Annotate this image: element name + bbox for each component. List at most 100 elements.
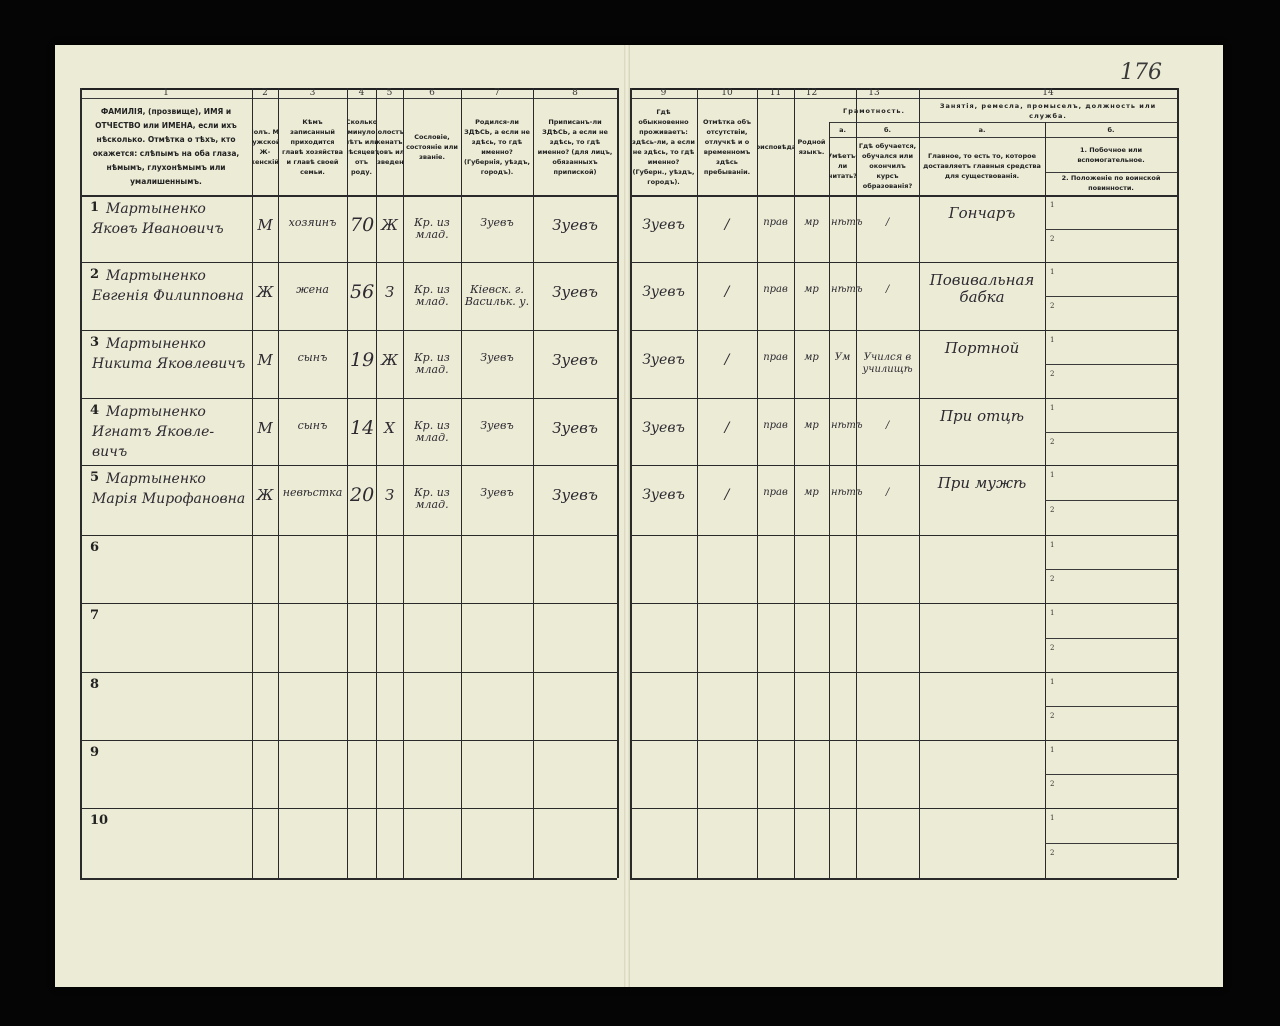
row-divider: [630, 330, 1177, 331]
cell-marital: Ж: [381, 216, 398, 234]
row-number: 3: [90, 335, 100, 350]
column-header-text: 2. Положеніе по воинской повинности.: [1061, 174, 1161, 192]
column-header-text: Главное, то есть то, которое доставляетъ…: [923, 151, 1041, 180]
sub-label-2: 2: [1050, 370, 1055, 378]
column-header-text: Родился-ли ЗДѢСЬ, а если не здѣсь, то гд…: [464, 117, 530, 176]
row-divider: [80, 195, 617, 197]
sub-label-1: 1: [1050, 541, 1055, 549]
row-number: 1: [90, 200, 100, 215]
sub-label-1: 1: [1050, 678, 1055, 686]
cell-occupation: Повивальная бабка: [929, 271, 1035, 306]
sub-label-1: 1: [1050, 814, 1055, 822]
row-divider: [630, 603, 1177, 604]
cell-born: Зуевъ: [480, 351, 514, 364]
sub-label-2: 2: [1050, 506, 1055, 514]
column-header-c12: Родной языкъ.: [794, 100, 829, 193]
person-name: Мартыненко: [106, 336, 206, 352]
cell-age: 20: [350, 484, 375, 506]
cell-marital: З: [384, 486, 395, 504]
row-divider: [80, 330, 617, 331]
cell-literate: нѣтъ: [831, 420, 863, 431]
person-name: Мартыненко: [106, 404, 206, 420]
row-divider: [630, 878, 1177, 880]
cell-age: 14: [350, 417, 375, 439]
column-header-c14b1: 1. Побочное или вспомогательное.: [1045, 138, 1177, 172]
row-divider: [80, 672, 617, 673]
cell-estate: Кр. из млад.: [414, 419, 450, 444]
cell-estate: Кр. из млад.: [414, 216, 450, 241]
sub-row-divider: [1045, 500, 1177, 501]
column-header-c13a_letter: а.: [829, 123, 856, 137]
cell-born: Кіевск. г. Васильк. у.: [464, 283, 530, 308]
column-number: 9: [660, 88, 667, 98]
sub-row-divider: [1045, 432, 1177, 433]
column-number: 4: [358, 88, 365, 98]
column-header-text: Умѣетъ-ли читать?: [829, 151, 856, 180]
cell-age: 56: [350, 281, 375, 303]
cell-registered: Зуевъ: [552, 216, 598, 234]
column-divider: [829, 122, 830, 878]
person-name: вичъ: [92, 444, 128, 460]
column-number: 11: [769, 88, 782, 98]
cell-occupation: Портной: [944, 339, 1020, 357]
sub-label-2: 2: [1050, 438, 1055, 446]
cell-sex: Ж: [256, 486, 274, 504]
row-number: 6: [90, 540, 100, 555]
cell-registered: Зуевъ: [552, 351, 598, 369]
column-header-text: Вѣроисповѣданіе.: [757, 142, 794, 151]
row-divider: [80, 465, 617, 466]
sub-label-1: 1: [1050, 201, 1055, 209]
sub-row-divider: [1045, 843, 1177, 844]
column-divider: [278, 88, 279, 878]
person-name: Мартыненко: [106, 201, 206, 217]
cell-residence: Зуевъ: [642, 487, 685, 503]
row-divider: [630, 740, 1177, 741]
column-divider: [617, 88, 619, 878]
column-header-text: Гдѣ обучается, обучался или окончилъ кур…: [858, 141, 917, 190]
column-header: ФАМИЛІЯ, (прозвище), ИМЯ и ОТЧЕСТВО или …: [80, 100, 252, 193]
row-number: 4: [90, 403, 100, 418]
sub-row-divider: [1045, 706, 1177, 707]
cell-occupation: Гончаръ: [948, 204, 1016, 222]
cell-age: 19: [350, 349, 375, 371]
row-number: 7: [90, 608, 100, 623]
column-header-c13a: Умѣетъ-ли читать?: [829, 138, 856, 193]
column-divider: [757, 88, 758, 878]
column-header-text: Отмѣтка объ отсутствіи, отлучкѣ и о врем…: [702, 117, 752, 176]
cell-born: Зуевъ: [480, 216, 514, 229]
cell-language: мр: [804, 487, 819, 498]
page-number: 176: [1120, 60, 1162, 85]
cell-religion: прав: [763, 420, 788, 431]
sub-label-2: 2: [1050, 302, 1055, 310]
cell-residence: Зуевъ: [642, 217, 685, 233]
column-number: 1: [163, 88, 169, 98]
cell-residence: Зуевъ: [642, 420, 685, 436]
row-divider: [80, 878, 617, 880]
column-divider: [630, 88, 632, 878]
row-number: 9: [90, 745, 100, 760]
cell-relation: жена: [296, 283, 329, 296]
cell-residence: Зуевъ: [642, 352, 685, 368]
cell-relation: сынъ: [297, 351, 328, 364]
sub-row-divider: [1045, 296, 1177, 297]
sub-row-divider: [1045, 229, 1177, 230]
column-header: Приписанъ-ли ЗДѢСЬ, а если не здѣсь, то …: [533, 100, 617, 193]
column-header-text: Полъ. М-мужской. Ж-женскій.: [252, 127, 278, 166]
cell-literate: нѣтъ: [831, 217, 863, 228]
sub-label-1: 1: [1050, 746, 1055, 754]
sub-label-1: 1: [1050, 404, 1055, 412]
column-header-c14b2: 2. Положеніе по воинской повинности.: [1045, 173, 1177, 193]
cell-estate: Кр. из млад.: [414, 351, 450, 376]
row-number: 8: [90, 677, 100, 692]
book-spine: [624, 45, 630, 987]
group-header-line: [829, 122, 1177, 123]
column-number: 5: [386, 88, 393, 98]
cell-estate: Кр. из млад.: [414, 283, 450, 308]
cell-absence: /: [724, 217, 730, 233]
column-number: 12: [805, 88, 818, 98]
column-header-c13: Грамотность.: [829, 100, 919, 122]
column-header: Холостъ, женатъ, вдовъ или разведенъ.: [376, 100, 403, 193]
table-top-border: [630, 88, 1177, 90]
column-header-text: а.: [839, 126, 846, 134]
column-header-text: Кѣмъ записанный приходится главѣ хозяйст…: [282, 117, 343, 176]
